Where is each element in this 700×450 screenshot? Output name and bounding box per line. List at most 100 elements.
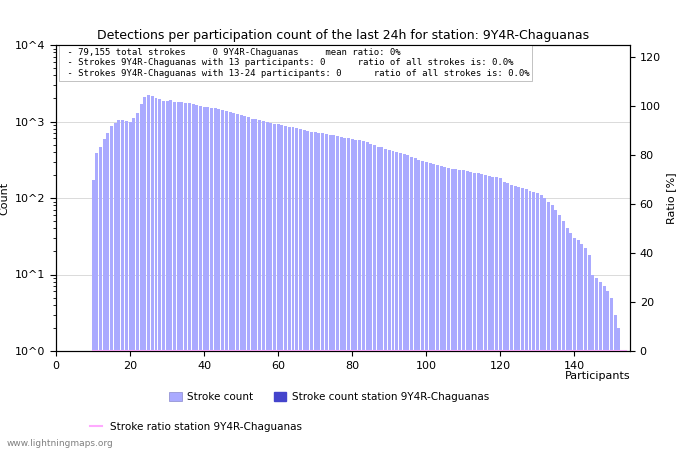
Bar [103,139,106,450]
Bar [299,129,302,450]
Bar [440,166,442,450]
Bar [621,351,624,450]
Bar [202,107,206,450]
Bar [551,205,554,450]
Bar [136,113,139,450]
Bar [195,105,198,450]
Bar [270,123,272,450]
Bar [462,171,465,450]
Bar [603,286,606,450]
Legend: Stroke count, Stroke count station 9Y4R-Chaguanas: Stroke count, Stroke count station 9Y4R-… [165,388,493,406]
Bar [406,155,410,450]
Bar [395,152,398,450]
Bar [540,195,542,450]
Bar [106,133,109,450]
Bar [169,100,172,450]
Bar [354,140,358,450]
Bar [554,210,557,450]
Bar [92,180,94,450]
Bar [291,127,295,450]
Bar [362,141,365,450]
Bar [236,114,239,450]
Bar [447,168,450,450]
Bar [229,112,232,450]
Bar [273,124,276,450]
Bar [506,184,510,450]
Bar [543,198,546,450]
Legend: Stroke ratio station 9Y4R-Chaguanas: Stroke ratio station 9Y4R-Chaguanas [85,418,307,436]
Bar [495,177,498,450]
Bar [192,104,195,450]
Bar [558,215,561,450]
Bar [317,133,321,450]
Bar [199,106,202,450]
Bar [521,188,524,450]
Bar [181,102,183,450]
Bar [95,153,98,450]
Bar [443,167,447,450]
Bar [517,187,520,450]
Bar [295,128,298,450]
Bar [428,163,431,450]
Bar [336,136,339,450]
Bar [247,117,250,450]
Bar [588,255,591,450]
Bar [547,202,550,450]
Bar [491,177,494,450]
Bar [114,122,117,450]
Bar [125,121,128,450]
Bar [328,135,332,450]
Bar [232,113,235,450]
Bar [225,111,228,450]
Bar [244,116,246,450]
Bar [314,132,316,450]
Bar [129,122,132,450]
Bar [184,103,187,450]
Bar [454,169,457,450]
Bar [458,170,461,450]
Bar [321,133,324,450]
Bar [99,147,102,450]
Bar [410,157,413,450]
Bar [399,153,402,450]
Bar [284,126,287,450]
Bar [566,229,568,450]
Bar [503,182,505,450]
Bar [370,144,372,450]
Bar [380,147,384,450]
Bar [577,240,580,450]
Bar [536,194,539,450]
Bar [206,108,209,450]
Bar [432,164,435,450]
Bar [302,130,306,450]
Bar [569,233,572,450]
Bar [625,351,628,450]
Bar [488,176,491,450]
Bar [414,158,416,450]
Bar [351,139,354,450]
Bar [592,274,594,450]
Bar [358,140,361,450]
Text: www.lightningmaps.org: www.lightningmaps.org [7,439,113,448]
Bar [166,101,169,450]
Bar [614,315,617,450]
Bar [173,102,176,450]
Bar [499,178,502,450]
Bar [176,102,180,450]
Title: Detections per participation count of the last 24h for station: 9Y4R-Chaguanas: Detections per participation count of th… [97,29,589,42]
Bar [110,126,113,450]
Bar [532,192,536,450]
Bar [162,101,165,450]
Bar [402,154,405,450]
Bar [262,121,265,450]
Bar [118,120,120,450]
Bar [421,161,424,450]
Bar [255,119,258,450]
Bar [573,238,576,450]
Bar [510,184,513,450]
Bar [150,96,154,450]
Bar [514,186,517,450]
Bar [332,135,335,450]
Bar [239,116,243,450]
Bar [347,139,350,450]
